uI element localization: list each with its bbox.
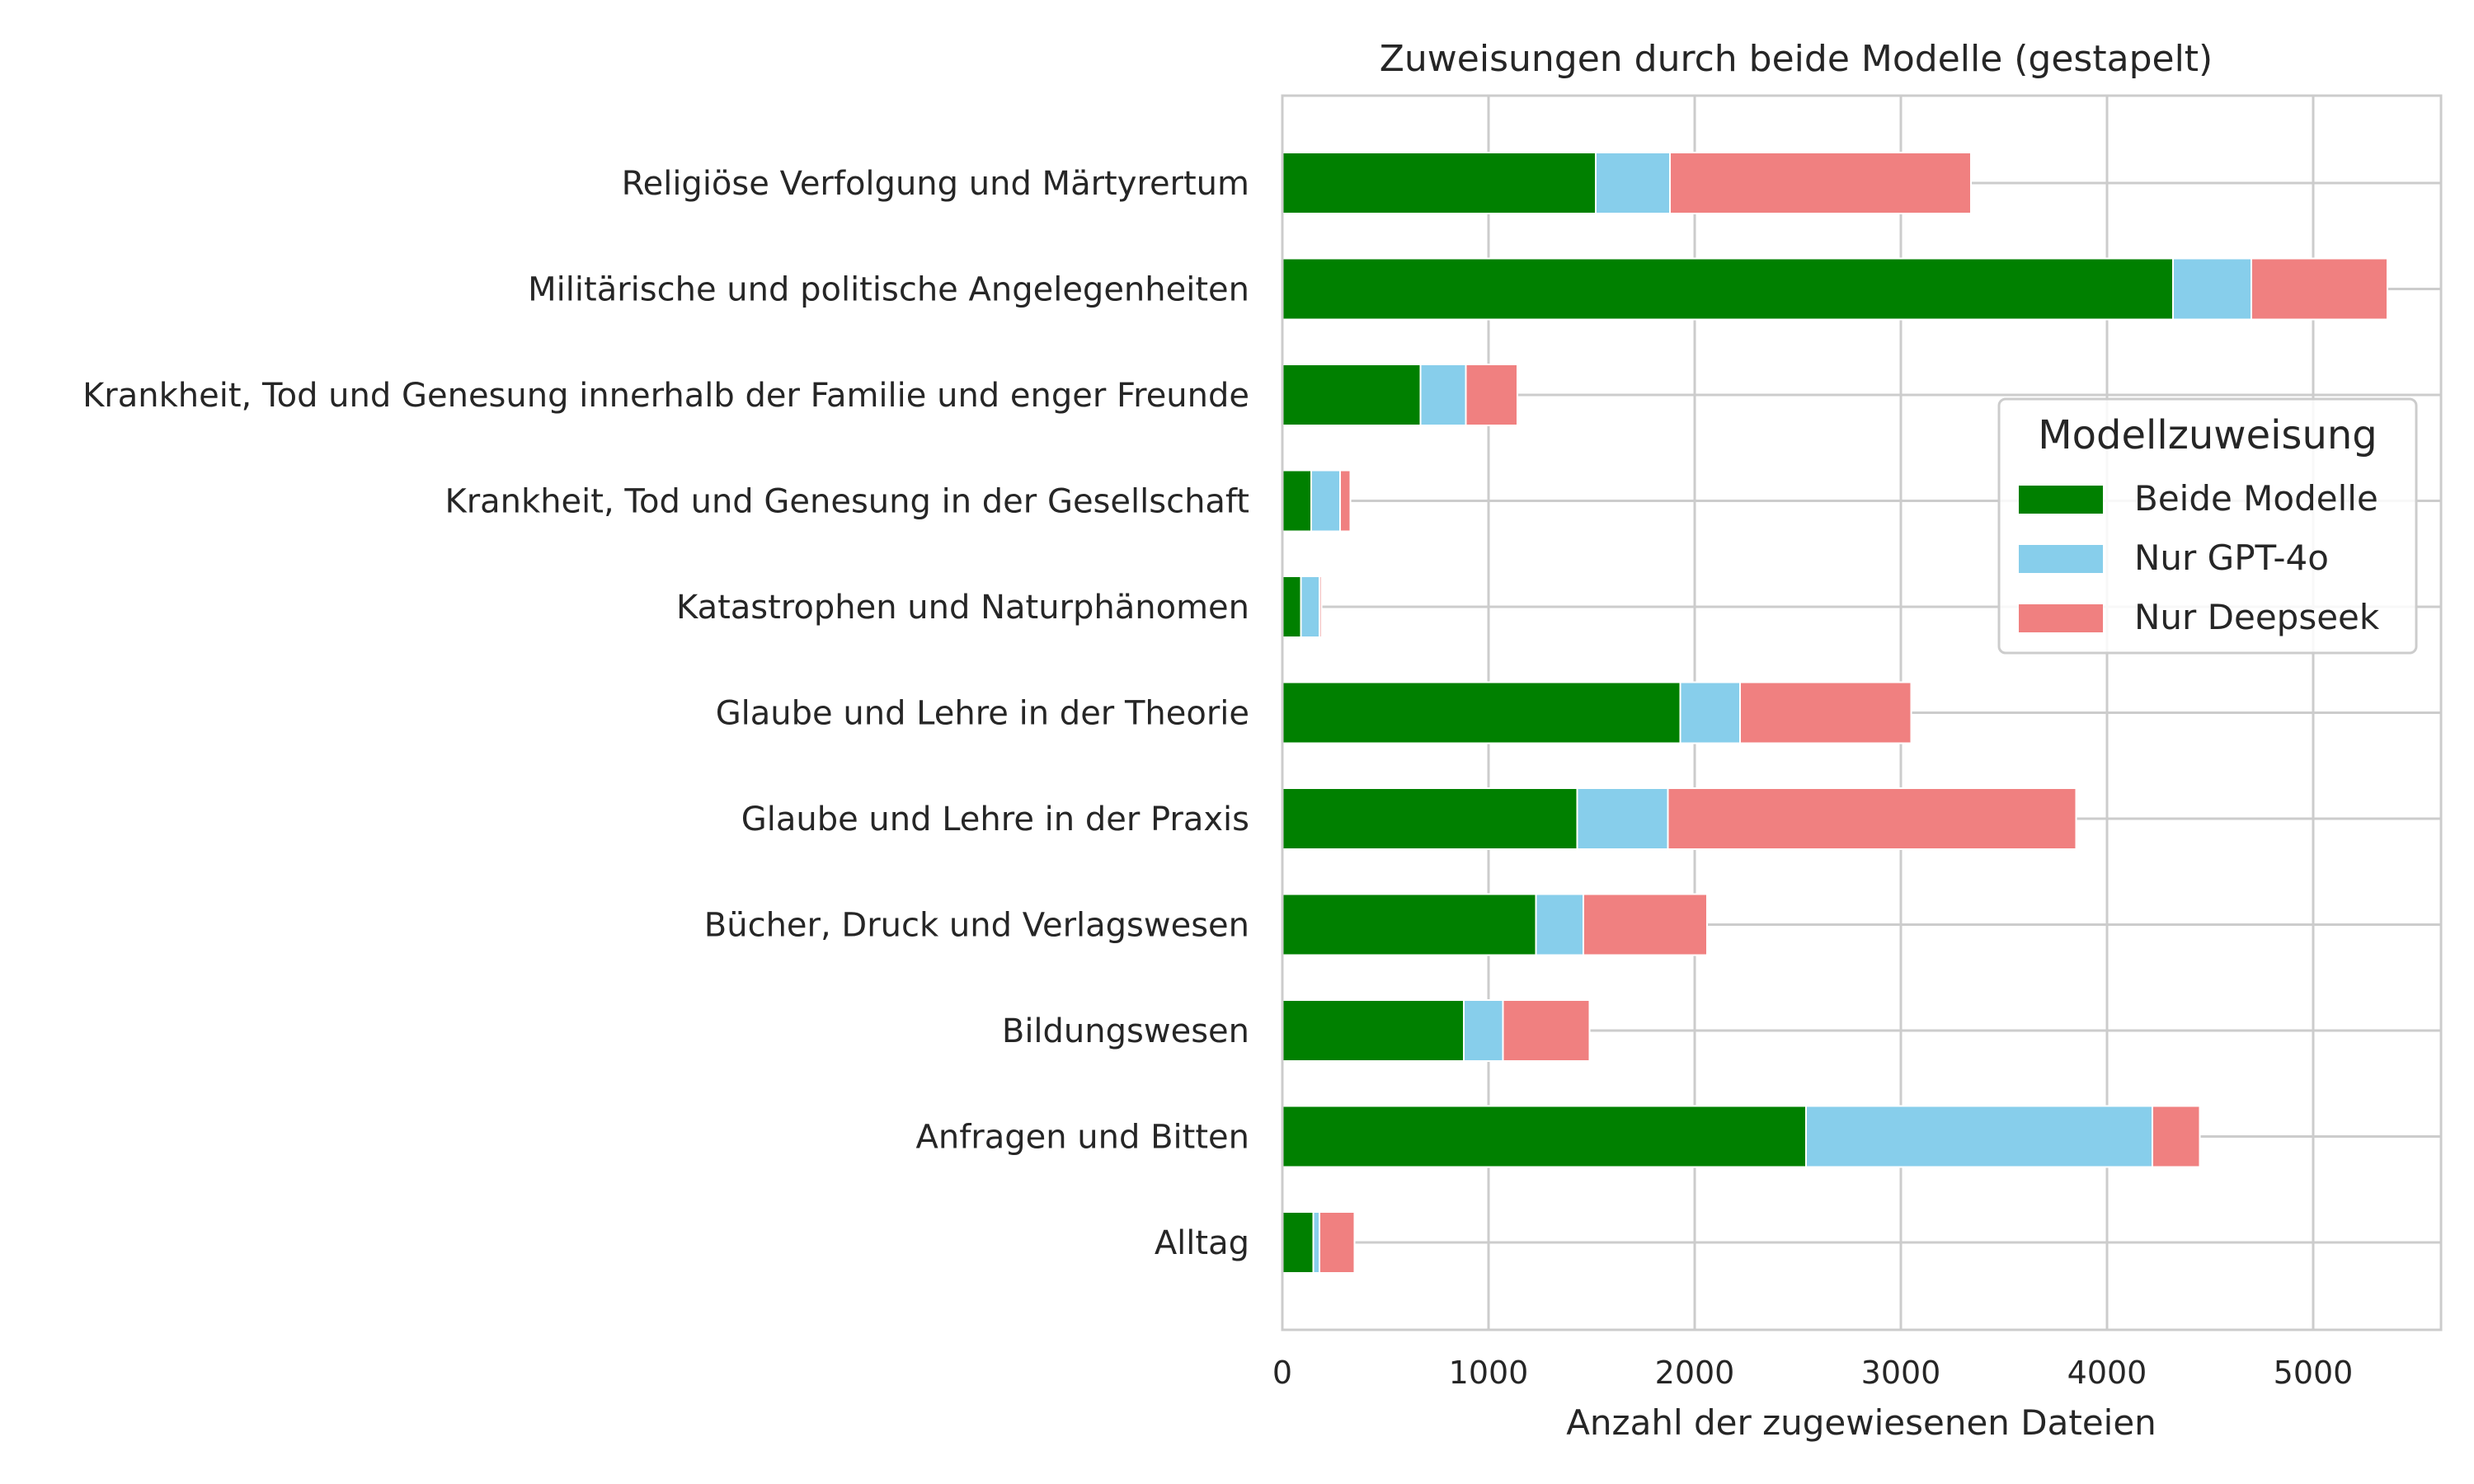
legend-frame xyxy=(1997,397,2418,655)
legend-label: Nur Deepseek xyxy=(2134,597,2380,637)
legend-title: Modellzuweisung xyxy=(2038,412,2378,458)
legend-label: Nur GPT-4o xyxy=(2134,538,2329,578)
bar-segment-nur-deepseek xyxy=(1319,1211,1356,1274)
y-tick-label: Glaube und Lehre in der Praxis xyxy=(741,801,1249,838)
y-tick-label: Krankheit, Tod und Genesung in der Gesel… xyxy=(444,483,1249,521)
legend-label: Beide Modelle xyxy=(2134,478,2378,519)
y-tick-label: Glaube und Lehre in der Theorie xyxy=(716,695,1249,733)
legend: Modellzuweisung Beide Modelle Nur GPT-4o N… xyxy=(1997,397,2418,655)
y-tick-label: Alltag xyxy=(1155,1224,1249,1262)
bar-segment-beide-modelle xyxy=(1282,152,1597,214)
bar-segment-nur-gpt-4o xyxy=(1310,469,1341,533)
bar-segment-nur-gpt-4o xyxy=(1805,1105,2153,1168)
bar-segment-beide-modelle xyxy=(1282,999,1465,1062)
bar-segment-beide-modelle xyxy=(1282,681,1681,744)
bar-segment-nur-deepseek xyxy=(1319,575,1323,638)
bar-segment-beide-modelle xyxy=(1282,787,1578,850)
y-tick-label: Katastrophen und Naturphänomen xyxy=(676,589,1249,627)
bar-segment-nur-deepseek xyxy=(1583,893,1708,956)
plot-frame xyxy=(1281,94,2443,1331)
bar-segment-nur-gpt-4o xyxy=(1300,575,1320,638)
bar-segment-beide-modelle xyxy=(1282,469,1312,533)
bar-segment-nur-gpt-4o xyxy=(1679,681,1741,744)
bar-segment-beide-modelle xyxy=(1282,257,2174,321)
bar-segment-beide-modelle xyxy=(1282,1105,1807,1168)
bar-segment-nur-gpt-4o xyxy=(1312,1211,1320,1274)
bar-segment-nur-deepseek xyxy=(1502,999,1591,1062)
bar-segment-beide-modelle xyxy=(1282,1211,1315,1274)
y-tick-label: Anfragen und Bitten xyxy=(915,1119,1249,1157)
legend-swatch xyxy=(2019,545,2103,573)
y-tick-label: Bildungswesen xyxy=(1002,1012,1249,1050)
chart-title: Zuweisungen durch beide Modelle (gestape… xyxy=(1380,38,2213,80)
y-tick-label: Religiöse Verfolgung und Märtyrertum xyxy=(622,165,1249,203)
x-axis-label: Anzahl der zugewiesenen Dateien xyxy=(1566,1402,2157,1443)
bar-segment-beide-modelle xyxy=(1282,893,1537,956)
x-tick-label: 0 xyxy=(1272,1355,1292,1391)
bar-segment-nur-deepseek xyxy=(1667,787,2077,850)
bar-segment-nur-gpt-4o xyxy=(1576,787,1669,850)
y-tick-label: Militärische und politische Angelegenhei… xyxy=(528,271,1249,309)
bar-segment-nur-deepseek xyxy=(1739,681,1912,744)
bar-segment-nur-deepseek xyxy=(1339,469,1352,533)
y-tick-label: Bücher, Druck und Verlagswesen xyxy=(704,907,1249,945)
x-tick-label: 1000 xyxy=(1449,1355,1529,1391)
bar-segment-nur-gpt-4o xyxy=(1463,999,1504,1062)
legend-swatch xyxy=(2019,486,2103,514)
legend-swatch xyxy=(2019,604,2103,632)
bar-segment-nur-deepseek xyxy=(2152,1105,2201,1168)
bar-segment-nur-deepseek xyxy=(2251,257,2388,321)
x-tick-label: 4000 xyxy=(2067,1355,2147,1391)
bar-segment-nur-gpt-4o xyxy=(1535,893,1584,956)
bar-segment-nur-deepseek xyxy=(1465,364,1518,426)
x-tick-label: 5000 xyxy=(2274,1355,2354,1391)
bar-segment-beide-modelle xyxy=(1282,364,1422,426)
bar-segment-nur-gpt-4o xyxy=(1419,364,1467,426)
x-tick-label: 3000 xyxy=(1861,1355,1941,1391)
bar-segment-nur-gpt-4o xyxy=(1595,152,1671,214)
bar-segment-beide-modelle xyxy=(1282,575,1302,638)
y-tick-label: Krankheit, Tod und Genesung innerhalb de… xyxy=(82,377,1249,415)
bar-segment-nur-gpt-4o xyxy=(2172,257,2252,321)
x-tick-label: 2000 xyxy=(1655,1355,1735,1391)
bar-segment-nur-deepseek xyxy=(1669,152,1972,214)
